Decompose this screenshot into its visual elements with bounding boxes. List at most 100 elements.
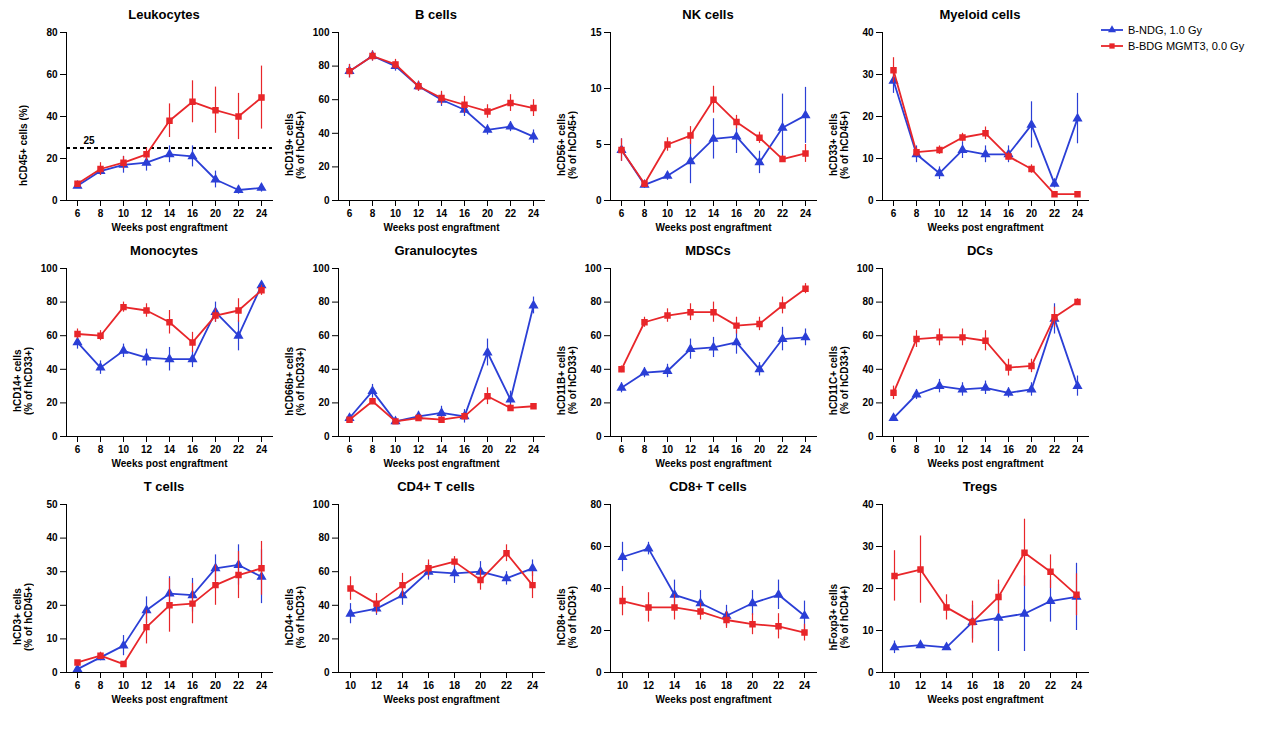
svg-text:10: 10	[118, 208, 130, 219]
svg-text:Weeks post engraftment: Weeks post engraftment	[384, 458, 501, 469]
svg-text:6: 6	[891, 208, 897, 219]
svg-text:Weeks post engraftment: Weeks post engraftment	[656, 458, 773, 469]
svg-text:20: 20	[46, 153, 58, 164]
svg-text:60: 60	[862, 330, 874, 341]
svg-text:22: 22	[1049, 208, 1061, 219]
svg-text:10: 10	[662, 444, 674, 455]
svg-text:10: 10	[118, 444, 130, 455]
svg-text:80: 80	[318, 60, 330, 71]
svg-text:40: 40	[590, 364, 602, 375]
svg-text:20: 20	[754, 444, 766, 455]
svg-text:22: 22	[505, 208, 517, 219]
svg-text:22: 22	[1045, 680, 1057, 691]
svg-text:14: 14	[669, 680, 681, 691]
svg-text:22: 22	[1049, 444, 1061, 455]
svg-text:20: 20	[862, 583, 874, 594]
svg-text:16: 16	[187, 680, 199, 691]
svg-text:16: 16	[1003, 208, 1015, 219]
svg-text:Weeks post engraftment: Weeks post engraftment	[928, 458, 1045, 469]
svg-text:24: 24	[800, 208, 812, 219]
svg-text:20: 20	[482, 444, 494, 455]
svg-text:100: 100	[313, 499, 330, 510]
svg-text:14: 14	[164, 444, 176, 455]
svg-text:10: 10	[390, 208, 402, 219]
svg-text:20: 20	[747, 680, 759, 691]
svg-text:40: 40	[862, 27, 874, 38]
svg-text:10: 10	[590, 83, 602, 94]
svg-text:24: 24	[528, 444, 540, 455]
svg-text:0: 0	[596, 431, 602, 442]
svg-text:10: 10	[390, 444, 402, 455]
svg-text:18: 18	[721, 680, 733, 691]
svg-text:60: 60	[590, 330, 602, 341]
svg-text:22: 22	[233, 208, 245, 219]
svg-text:24: 24	[527, 680, 539, 691]
svg-text:6: 6	[619, 444, 625, 455]
svg-text:80: 80	[862, 296, 874, 307]
svg-text:12: 12	[141, 208, 153, 219]
svg-text:20: 20	[210, 680, 222, 691]
svg-text:80: 80	[46, 27, 58, 38]
svg-text:10: 10	[862, 625, 874, 636]
svg-text:0: 0	[596, 667, 602, 678]
svg-text:40: 40	[318, 600, 330, 611]
svg-text:20: 20	[318, 161, 330, 172]
svg-text:14: 14	[980, 208, 992, 219]
svg-text:60: 60	[46, 330, 58, 341]
svg-text:22: 22	[501, 680, 513, 691]
svg-text:10: 10	[934, 208, 946, 219]
svg-text:18: 18	[449, 680, 461, 691]
svg-text:40: 40	[862, 499, 874, 510]
svg-text:16: 16	[423, 680, 435, 691]
svg-text:14: 14	[397, 680, 409, 691]
svg-text:14: 14	[708, 444, 720, 455]
svg-text:6: 6	[75, 680, 81, 691]
svg-text:24: 24	[800, 444, 812, 455]
svg-text:14: 14	[436, 208, 448, 219]
svg-text:16: 16	[459, 444, 471, 455]
svg-text:80: 80	[46, 296, 58, 307]
svg-text:40: 40	[862, 364, 874, 375]
svg-text:Weeks post engraftment: Weeks post engraftment	[112, 458, 229, 469]
svg-text:40: 40	[46, 111, 58, 122]
svg-text:12: 12	[957, 208, 969, 219]
svg-text:24: 24	[1071, 680, 1083, 691]
svg-text:40: 40	[318, 364, 330, 375]
svg-text:16: 16	[1003, 444, 1015, 455]
svg-text:0: 0	[868, 667, 874, 678]
svg-text:22: 22	[233, 444, 245, 455]
svg-text:60: 60	[46, 69, 58, 80]
svg-text:18: 18	[993, 680, 1005, 691]
svg-text:16: 16	[459, 208, 471, 219]
svg-text:16: 16	[731, 444, 743, 455]
svg-text:12: 12	[685, 208, 697, 219]
svg-text:0: 0	[52, 667, 58, 678]
svg-text:12: 12	[915, 680, 927, 691]
svg-text:100: 100	[585, 263, 602, 274]
svg-text:24: 24	[528, 208, 540, 219]
svg-text:80: 80	[590, 296, 602, 307]
svg-text:60: 60	[590, 541, 602, 552]
svg-text:10: 10	[345, 680, 357, 691]
svg-text:24: 24	[256, 444, 268, 455]
svg-text:20: 20	[1026, 208, 1038, 219]
svg-text:10: 10	[662, 208, 674, 219]
svg-text:6: 6	[75, 444, 81, 455]
svg-text:20: 20	[46, 397, 58, 408]
svg-text:20: 20	[862, 397, 874, 408]
svg-text:Weeks post engraftment: Weeks post engraftment	[384, 222, 501, 233]
svg-text:20: 20	[590, 625, 602, 636]
svg-text:22: 22	[505, 444, 517, 455]
svg-text:10: 10	[46, 633, 58, 644]
svg-text:Weeks post engraftment: Weeks post engraftment	[928, 694, 1045, 705]
svg-text:12: 12	[371, 680, 383, 691]
svg-text:Weeks post engraftment: Weeks post engraftment	[384, 694, 501, 705]
svg-text:6: 6	[347, 444, 353, 455]
svg-text:20: 20	[1019, 680, 1031, 691]
svg-text:80: 80	[590, 499, 602, 510]
svg-text:20: 20	[318, 633, 330, 644]
svg-text:8: 8	[98, 680, 104, 691]
svg-text:60: 60	[318, 330, 330, 341]
svg-text:20: 20	[754, 208, 766, 219]
svg-text:10: 10	[889, 680, 901, 691]
